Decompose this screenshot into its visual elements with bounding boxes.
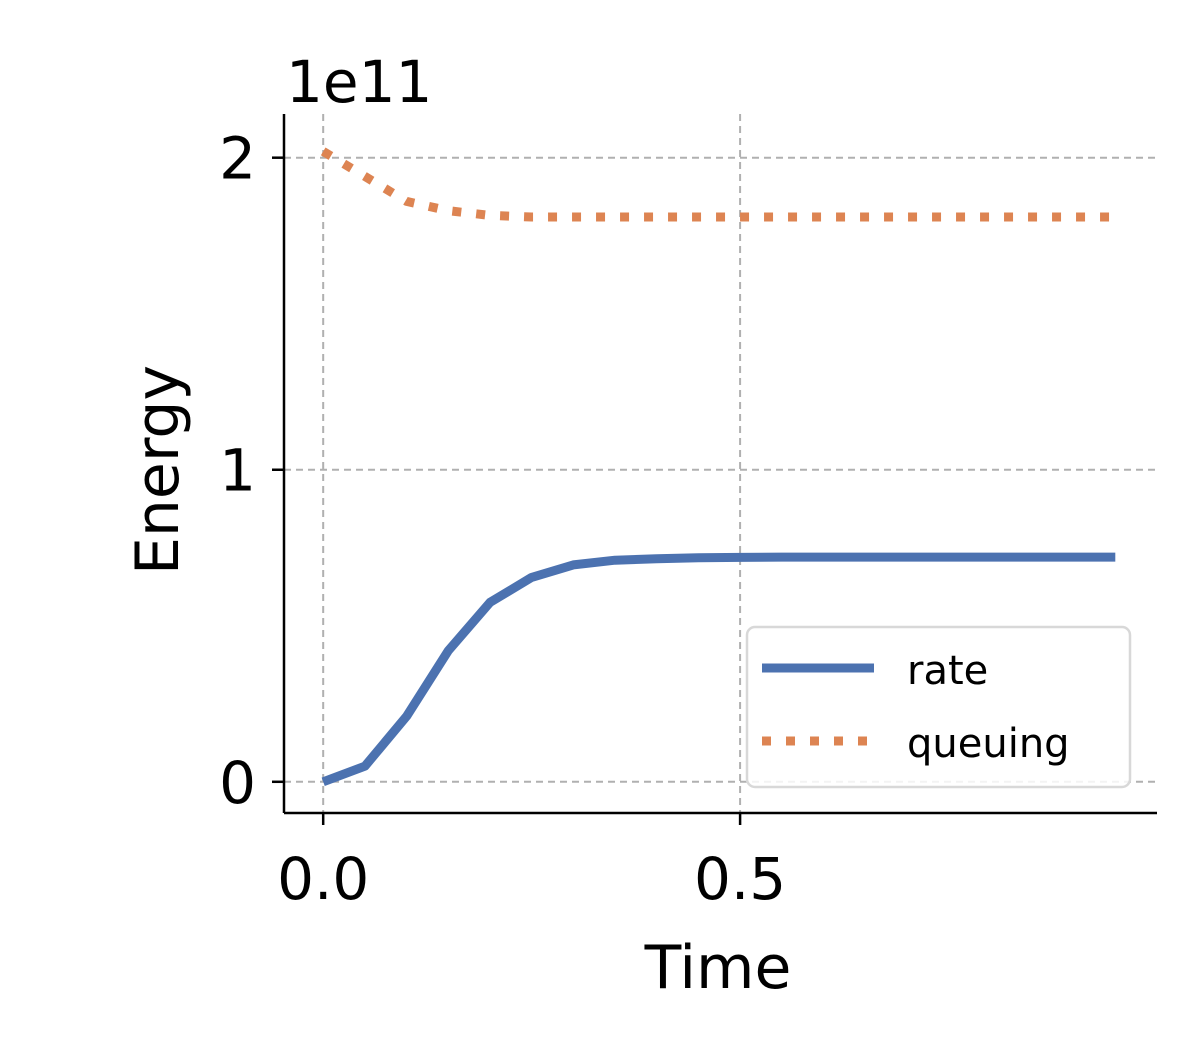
series-layer bbox=[320, 147, 1116, 787]
series-line-rate bbox=[321, 552, 1116, 787]
y-axis-label: Energy bbox=[123, 365, 193, 575]
grid bbox=[284, 114, 1157, 813]
axes bbox=[282, 114, 1157, 815]
ticks: 0.0 0.5 0 1 2 bbox=[219, 125, 786, 913]
x-axis-label: Time bbox=[644, 933, 792, 1003]
legend-label-queuing: queuing bbox=[907, 721, 1070, 767]
series-line-queuing bbox=[320, 147, 1116, 222]
y-tick-label: 1 bbox=[219, 437, 256, 505]
y-tick-label: 2 bbox=[219, 125, 256, 193]
y-offset-label: 1e11 bbox=[286, 48, 432, 116]
legend-label-rate: rate bbox=[907, 648, 988, 694]
legend: rate queuing bbox=[745, 625, 1132, 789]
x-tick-label: 0.5 bbox=[694, 845, 786, 913]
x-tick-label: 0.0 bbox=[277, 845, 369, 913]
y-tick-label: 0 bbox=[219, 749, 256, 817]
